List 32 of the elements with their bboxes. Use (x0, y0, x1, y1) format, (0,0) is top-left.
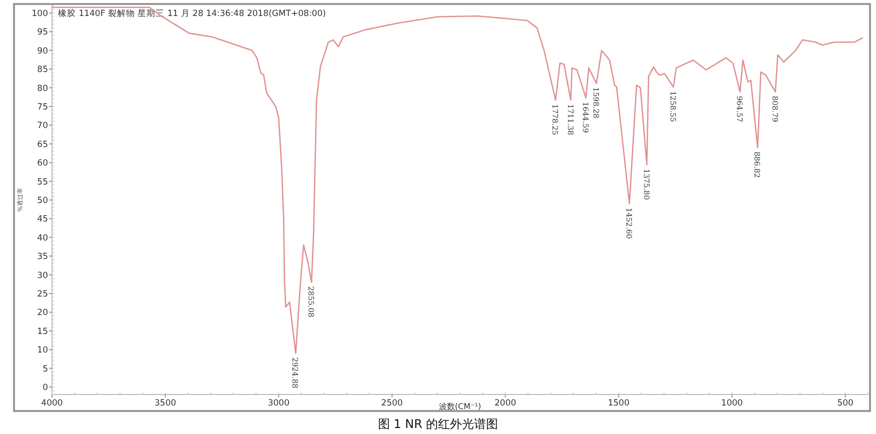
x-tick-label: 1500 (608, 398, 630, 408)
y-tick-label: 90 (37, 46, 48, 56)
y-tick-label: 20 (37, 308, 48, 318)
y-tick-label: 40 (37, 233, 48, 244)
y-tick-label: 85 (37, 65, 48, 76)
y-tick-label: 75 (37, 102, 48, 112)
x-tick-label: 2500 (381, 398, 403, 408)
y-tick-label: 45 (37, 214, 48, 225)
x-tick-label: 1000 (721, 398, 743, 408)
x-axis-title: 波数(CM⁻¹) (438, 402, 482, 411)
y-tick-label: 25 (37, 289, 48, 300)
x-tick-label: 500 (837, 398, 854, 408)
y-tick-label: 55 (37, 177, 48, 188)
y-tick-label: 5 (42, 364, 48, 374)
y-tick-label: 60 (37, 158, 48, 169)
y-tick-label: 70 (37, 121, 48, 132)
y-tick-label: 65 (37, 140, 48, 150)
y-tick-label: 0 (42, 382, 48, 393)
text: 图 1 NR 的红外光谱图 (378, 417, 498, 431)
x-tick-label: 3000 (268, 398, 290, 408)
y-tick-label: 95 (37, 28, 48, 38)
y-tick-label: 10 (37, 346, 48, 356)
y-tick-label: 80 (37, 84, 48, 94)
line-series (51, 6, 863, 354)
y-tick-label: 50 (37, 196, 48, 206)
y-tick-label: 100 (32, 8, 48, 19)
y-tick-label: 30 (37, 270, 48, 281)
x-tick-label: 4000 (41, 398, 63, 408)
y-tick-label: 15 (37, 326, 48, 337)
x-tick-label: 3500 (154, 398, 176, 408)
x-tick-label: 2000 (494, 398, 516, 408)
y-tick-label: 35 (37, 252, 48, 262)
